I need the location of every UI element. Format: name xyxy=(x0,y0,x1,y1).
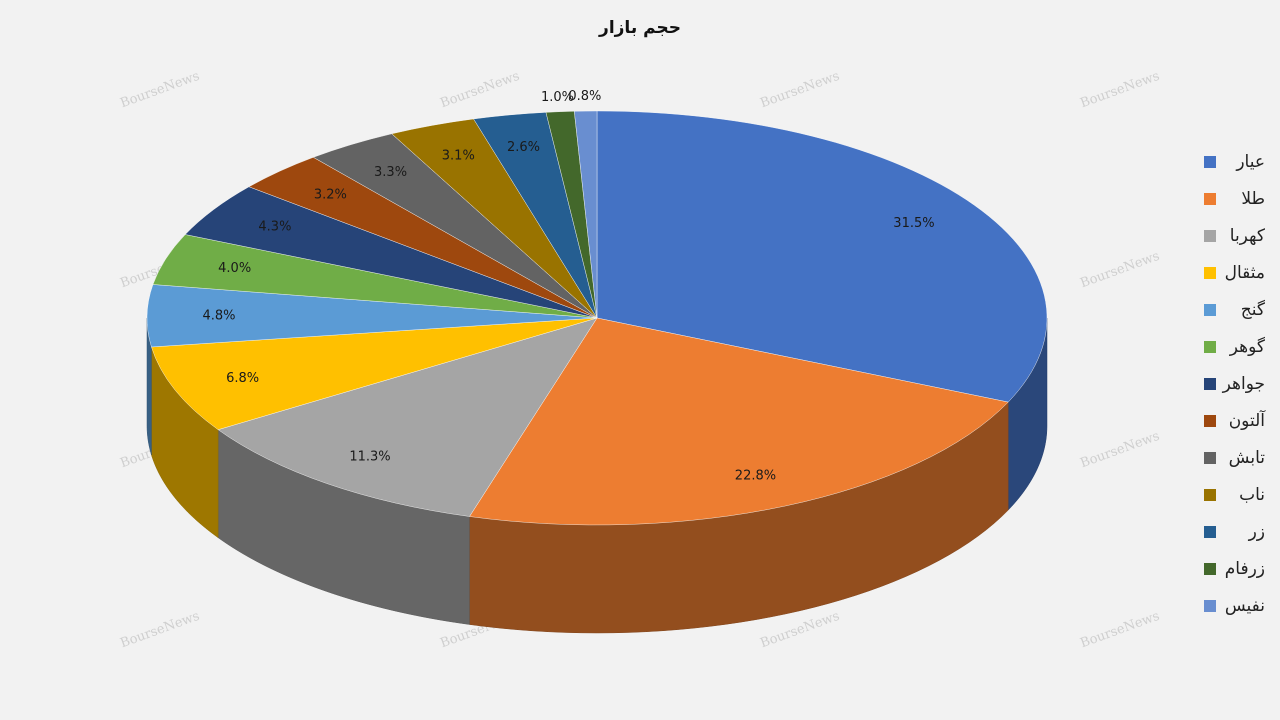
legend-swatch xyxy=(1204,304,1216,316)
legend-swatch xyxy=(1204,415,1216,427)
data-label: 1.0% xyxy=(541,90,574,105)
legend-label: کهربا xyxy=(1230,226,1266,246)
legend-swatch xyxy=(1204,341,1216,353)
legend-swatch xyxy=(1204,452,1216,464)
data-label: 22.8% xyxy=(735,468,776,483)
legend-label: تابش xyxy=(1229,448,1266,468)
data-label: 0.8% xyxy=(568,89,601,104)
legend-label: نفیس xyxy=(1225,596,1265,616)
slice xyxy=(217,317,598,517)
data-label: 4.8% xyxy=(203,309,236,324)
legend-swatch xyxy=(1204,563,1216,575)
chart-title: حجم بازار xyxy=(598,18,681,38)
data-label: 3.1% xyxy=(442,149,475,164)
legend-label: زرفام xyxy=(1225,559,1265,579)
data-label: 11.3% xyxy=(349,450,390,465)
legend-label: زر xyxy=(1248,522,1265,542)
legend-swatch xyxy=(1204,600,1216,612)
legend-label: جواهر xyxy=(1222,374,1265,394)
legend-label: گنج xyxy=(1241,299,1266,320)
legend-label: عیار xyxy=(1235,152,1265,172)
legend-label: طلا xyxy=(1241,189,1265,209)
legend-swatch xyxy=(1204,378,1216,390)
data-label: 4.0% xyxy=(218,261,251,276)
data-label: 4.3% xyxy=(258,219,291,234)
data-label: 3.2% xyxy=(314,187,347,202)
legend-label: ناب xyxy=(1239,485,1265,505)
legend-swatch xyxy=(1204,489,1216,501)
slice xyxy=(596,110,1048,403)
legend-swatch xyxy=(1204,230,1216,242)
slice xyxy=(469,317,1009,526)
legend-label: آلتون xyxy=(1229,409,1267,431)
data-label: 3.3% xyxy=(374,165,407,180)
legend-label: مثقال xyxy=(1225,263,1265,283)
legend-swatch xyxy=(1204,526,1216,538)
slice xyxy=(151,317,598,430)
slice xyxy=(574,110,598,319)
legend-swatch xyxy=(1204,267,1216,279)
data-label: 31.5% xyxy=(893,216,934,231)
legend-swatch xyxy=(1204,193,1216,205)
legend-label: گوهر xyxy=(1229,336,1266,357)
data-label: 6.8% xyxy=(226,371,259,386)
legend-swatch xyxy=(1204,156,1216,168)
data-label: 2.6% xyxy=(507,140,540,155)
